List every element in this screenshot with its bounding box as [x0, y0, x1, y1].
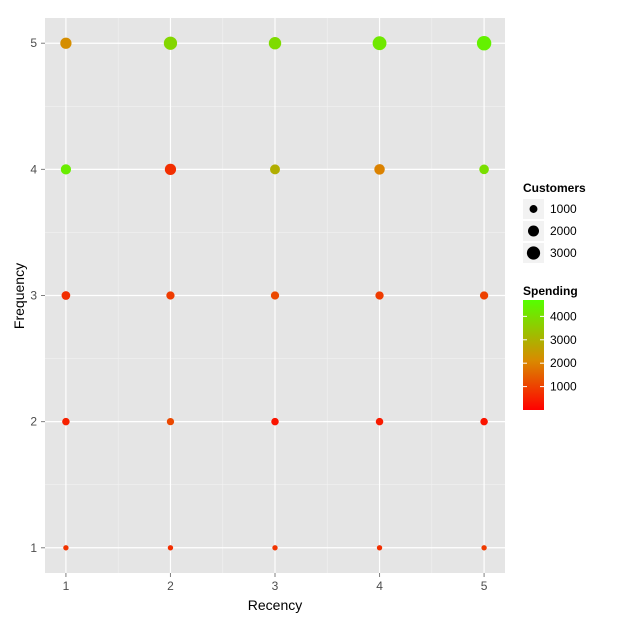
data-point [63, 545, 69, 551]
color-legend-label: 3000 [550, 333, 577, 347]
data-point [164, 163, 177, 175]
data-point [481, 545, 487, 551]
y-tick-label: 5 [30, 36, 37, 50]
y-tick-label: 2 [30, 415, 37, 429]
data-point [62, 417, 70, 426]
x-tick-label: 3 [272, 579, 279, 593]
data-point [372, 36, 387, 51]
points-layer [60, 36, 492, 551]
data-point [61, 291, 71, 300]
size-legend-symbol [527, 225, 540, 237]
data-point [374, 164, 385, 175]
data-point [270, 164, 280, 175]
size-legend-items: 1000 2000 3000 [523, 199, 577, 263]
y-tick-label: 3 [30, 289, 37, 303]
size-legend-title: Customers [523, 181, 586, 195]
data-point [167, 545, 174, 551]
x-axis-title: Recency [248, 597, 302, 613]
y-tick-label: 4 [30, 162, 37, 176]
data-point [376, 545, 383, 551]
color-legend: Spending 1000 2000 3000 4000 [523, 284, 578, 410]
data-point [272, 545, 278, 551]
data-point [479, 291, 489, 300]
size-legend-label: 1000 [550, 202, 577, 216]
x-tick-label: 4 [376, 579, 383, 593]
data-point [166, 417, 175, 426]
x-tick-label: 5 [481, 579, 488, 593]
color-legend-bar [523, 300, 544, 410]
color-legend-label: 1000 [550, 380, 577, 394]
y-axis-title: Frequency [11, 263, 27, 329]
data-point [270, 291, 280, 300]
color-legend-ticks: 1000 2000 3000 4000 [523, 309, 577, 394]
data-point [271, 417, 279, 426]
color-legend-title: Spending [523, 284, 578, 298]
x-axis-ticks: 1 2 3 4 5 [63, 573, 488, 593]
size-legend-symbol [526, 246, 541, 260]
data-point [60, 37, 72, 49]
size-legend-symbol [529, 205, 538, 213]
y-tick-label: 1 [30, 541, 37, 555]
data-point [268, 37, 282, 50]
size-legend: Customers 1000 2000 3000 [523, 181, 586, 263]
color-legend-label: 4000 [550, 309, 577, 323]
size-legend-label: 3000 [550, 246, 577, 260]
y-axis-ticks: 1 2 3 4 5 [30, 36, 45, 555]
data-point [375, 417, 384, 426]
x-tick-label: 2 [167, 579, 174, 593]
size-legend-label: 2000 [550, 224, 577, 238]
data-point [166, 291, 175, 300]
data-point [375, 291, 384, 300]
data-point [476, 36, 492, 51]
data-point [480, 417, 488, 426]
data-point [60, 164, 72, 175]
data-point [163, 36, 178, 50]
color-legend-label: 2000 [550, 356, 577, 370]
data-point [479, 164, 489, 175]
x-tick-label: 1 [63, 579, 70, 593]
